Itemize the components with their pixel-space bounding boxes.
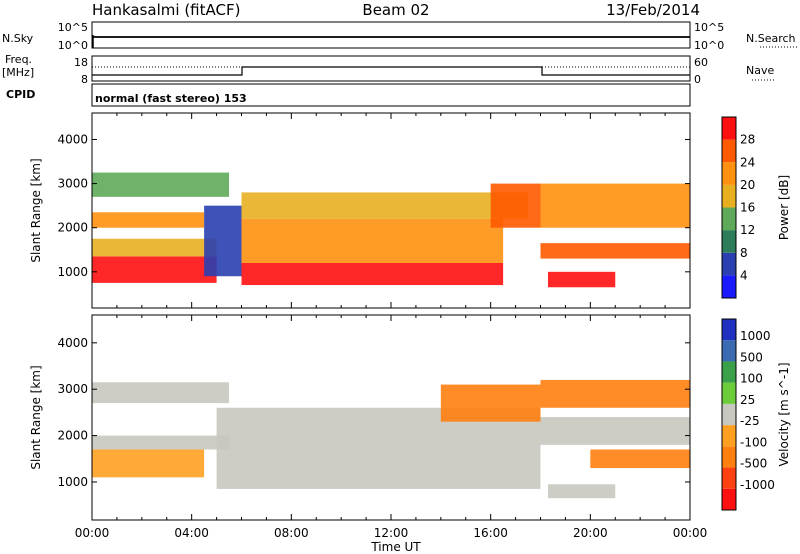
velocity-panel: 1000 2000 3000 4000 00:00 04:00 08:00 12:00 16:0… — [29, 314, 791, 540]
y-tick-label: 2000 — [57, 429, 88, 443]
power-colorbar-segment — [722, 207, 736, 231]
x-tick-label: 12:00 — [374, 526, 409, 540]
y-tick-label: 3000 — [57, 177, 88, 191]
y-tick-label: 3000 — [57, 382, 88, 396]
velocity-band — [440, 384, 541, 422]
power-band — [540, 183, 690, 228]
velocity-colorbar-segment — [722, 403, 736, 426]
velocity-colorbar-segment — [722, 382, 736, 404]
x-tick-label: 00:00 — [75, 526, 110, 540]
y-tick-label: 4000 — [57, 132, 88, 146]
nave-tick-top: 60 — [694, 56, 708, 69]
power-band — [92, 172, 230, 197]
velocity-colorbar-segment — [722, 319, 736, 341]
freq-tick-top: 18 — [74, 56, 88, 69]
nsky-panel-frame — [91, 21, 691, 49]
velocity-colorbar-segment — [722, 340, 736, 362]
nsky-label: N.Sky — [2, 32, 34, 45]
power-colorbar-tick: 28 — [740, 133, 755, 147]
power-panel: 1000 2000 3000 4000 Slant Range [km] 4 8 12 16 20… — [29, 112, 791, 309]
y-axis-title: Slant Range [km] — [29, 158, 43, 262]
power-colorbar-tick: 4 — [740, 268, 748, 282]
power-band — [92, 212, 205, 228]
power-band — [204, 205, 242, 277]
x-tick-label: 20:00 — [573, 526, 608, 540]
time-axis-title: Time UT — [370, 540, 421, 554]
power-colorbar-title: Power [dB] — [777, 175, 791, 240]
station-title: Hankasalmi (fitACF) — [92, 1, 240, 19]
date-title: 13/Feb/2014 — [606, 1, 700, 19]
nave-label: Nave — [746, 64, 774, 77]
velocity-band — [92, 449, 205, 478]
velocity-colorbar-tick: 500 — [740, 350, 763, 364]
power-colorbar-frame — [721, 116, 737, 299]
power-band — [547, 271, 616, 288]
velocity-colorbar-tick: 25 — [740, 393, 755, 407]
power-colorbar-segment — [722, 117, 736, 140]
x-tick-label: 08:00 — [274, 526, 309, 540]
power-band — [241, 192, 529, 219]
power-colorbar-segment — [722, 139, 736, 163]
beam-title: Beam 02 — [362, 1, 429, 19]
velocity-colorbar-tick: -100 — [740, 435, 767, 449]
freq-panel-frame — [91, 55, 691, 82]
velocity-colorbar-segment — [722, 425, 736, 447]
velocity-colorbar-tick: 100 — [740, 372, 763, 386]
power-colorbar-segment — [722, 230, 736, 253]
velocity-band — [92, 382, 230, 404]
power-band — [241, 218, 504, 263]
freq-trace — [92, 66, 690, 76]
nave-tick-bottom: 0 — [694, 73, 701, 86]
velocity-colorbar-tick: -25 — [740, 414, 760, 428]
power-colorbar-tick: 20 — [740, 178, 755, 192]
velocity-band — [92, 435, 230, 450]
y-tick-label: 2000 — [57, 221, 88, 235]
velocity-colorbar-segment — [722, 446, 736, 468]
cpid-panel-frame — [91, 83, 691, 107]
power-colorbar-segment — [722, 184, 736, 208]
freq-tick-bottom: 8 — [81, 73, 88, 86]
power-band — [540, 243, 690, 259]
velocity-colorbar-title: Velocity [m s^-1] — [777, 362, 791, 466]
velocity-band — [547, 484, 616, 499]
x-tick-label: 04:00 — [174, 526, 209, 540]
power-colorbar-segment — [722, 162, 736, 185]
nsearch-label: N.Search — [746, 32, 796, 45]
power-band — [241, 263, 504, 286]
cpid-label: CPID — [6, 88, 35, 101]
power-colorbar-tick: 16 — [740, 201, 755, 215]
x-tick-label: 16:00 — [473, 526, 508, 540]
nsearch-tick-top: 10^5 — [694, 21, 724, 34]
power-band — [490, 183, 541, 228]
freq-label-2: [MHz] — [2, 66, 34, 79]
power-colorbar-segment — [722, 275, 736, 298]
velocity-band — [540, 417, 690, 445]
power-colorbar-tick: 24 — [740, 155, 755, 169]
velocity-colorbar-segment — [722, 488, 736, 510]
velocity-colorbar-tick: -1000 — [740, 478, 775, 492]
freq-label-1: Freq. — [5, 53, 32, 66]
velocity-colorbar-tick: 1000 — [740, 329, 771, 343]
power-band — [92, 238, 217, 257]
velocity-band — [540, 379, 690, 408]
y-tick-label: 4000 — [57, 336, 88, 350]
power-band — [92, 256, 217, 283]
nsearch-tick-bottom: 10^0 — [694, 39, 724, 52]
nsky-tick-top: 10^5 — [58, 21, 88, 34]
cpid-value: normal (fast stereo) 153 — [95, 92, 247, 105]
velocity-colorbar-frame — [721, 318, 737, 511]
power-colorbar-segment — [722, 252, 736, 276]
y-axis-title: Slant Range [km] — [29, 365, 43, 469]
x-tick-label: 00:00 — [673, 526, 708, 540]
power-colorbar-tick: 12 — [740, 223, 755, 237]
nsky-tick-bottom: 10^0 — [58, 39, 88, 52]
velocity-band — [590, 449, 690, 469]
velocity-colorbar-tick: -500 — [740, 457, 767, 471]
y-tick-label: 1000 — [57, 265, 88, 279]
velocity-colorbar-segment — [722, 467, 736, 489]
velocity-colorbar-segment — [722, 361, 736, 383]
y-tick-label: 1000 — [57, 475, 88, 489]
power-colorbar-tick: 8 — [740, 246, 748, 260]
